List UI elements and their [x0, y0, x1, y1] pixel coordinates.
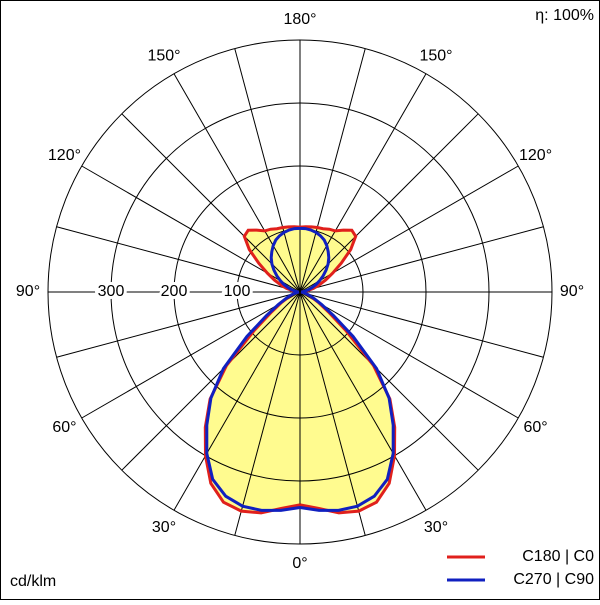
angle-label: 30° [424, 519, 448, 536]
spoke [173, 291, 301, 511]
curve [205, 226, 301, 512]
legend-label: C270 | C90 [513, 571, 594, 588]
spoke [299, 226, 544, 293]
spoke [299, 48, 366, 293]
spoke [299, 291, 427, 511]
angle-label: 0° [292, 555, 307, 572]
curve [299, 226, 395, 512]
spoke [234, 291, 301, 536]
angle-label: 60° [523, 419, 547, 436]
spoke [56, 291, 301, 358]
unit-label: cd/klm [10, 573, 56, 590]
angle-label: 150° [147, 48, 180, 65]
angle-label: 120° [519, 147, 552, 164]
spoke [234, 48, 301, 293]
ring-label: 200 [161, 283, 188, 300]
angle-label: 30° [152, 519, 176, 536]
spoke [299, 291, 519, 419]
spoke [173, 73, 301, 293]
spoke [121, 291, 301, 471]
angle-label: 90° [16, 283, 40, 300]
spoke [56, 226, 301, 293]
angle-label: 60° [52, 419, 76, 436]
angle-label: 150° [419, 48, 452, 65]
spoke [299, 291, 479, 471]
legend-label: C180 | C0 [522, 548, 594, 565]
ring-label: 300 [98, 283, 125, 300]
spoke [299, 291, 544, 358]
angle-label: 180° [283, 11, 316, 28]
spoke [81, 291, 301, 419]
spoke [299, 73, 427, 293]
angle-label: 90° [560, 283, 584, 300]
ring-label: 100 [224, 283, 251, 300]
efficiency: η: 100% [535, 7, 594, 24]
spoke [299, 291, 366, 536]
angle-label: 120° [48, 147, 81, 164]
